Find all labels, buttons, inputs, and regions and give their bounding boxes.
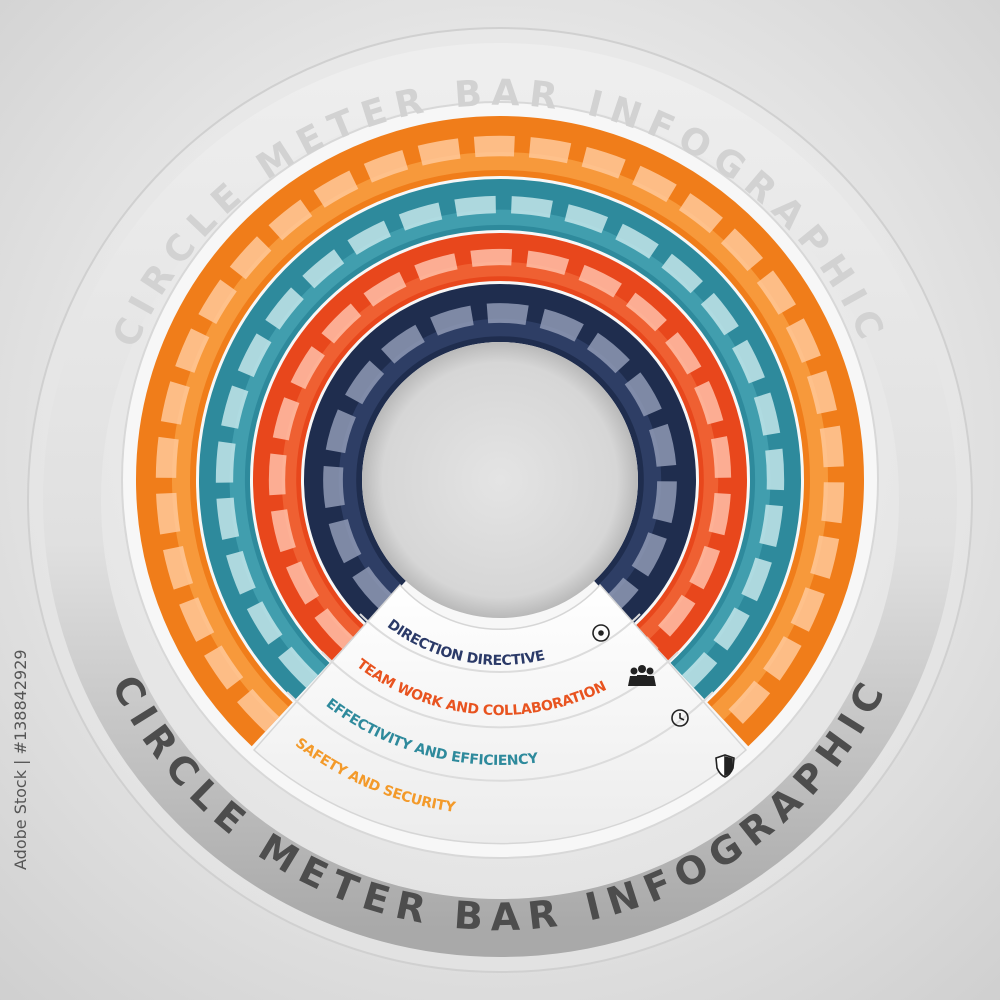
ring-highlight [229, 209, 771, 678]
ring-highlight [172, 152, 828, 720]
center-hole [362, 342, 638, 618]
ring-meter [155, 135, 845, 732]
rings [136, 116, 864, 747]
ring [199, 179, 801, 701]
shield-icon [715, 754, 735, 778]
compass-icon [592, 624, 610, 642]
ring-highlight [281, 261, 719, 640]
divider [359, 613, 641, 673]
divider [321, 651, 679, 729]
icons [592, 624, 735, 778]
ring-meter [323, 303, 677, 610]
team-icon [628, 665, 656, 686]
panel-dividers [286, 613, 714, 782]
title-band [43, 43, 957, 957]
divider [286, 691, 714, 782]
label-panel [252, 583, 748, 845]
ring-highlight [338, 318, 662, 598]
watermark: Adobe Stock | #138842929 [11, 649, 30, 870]
ring-meter [268, 248, 732, 650]
clock-icon [671, 709, 689, 727]
